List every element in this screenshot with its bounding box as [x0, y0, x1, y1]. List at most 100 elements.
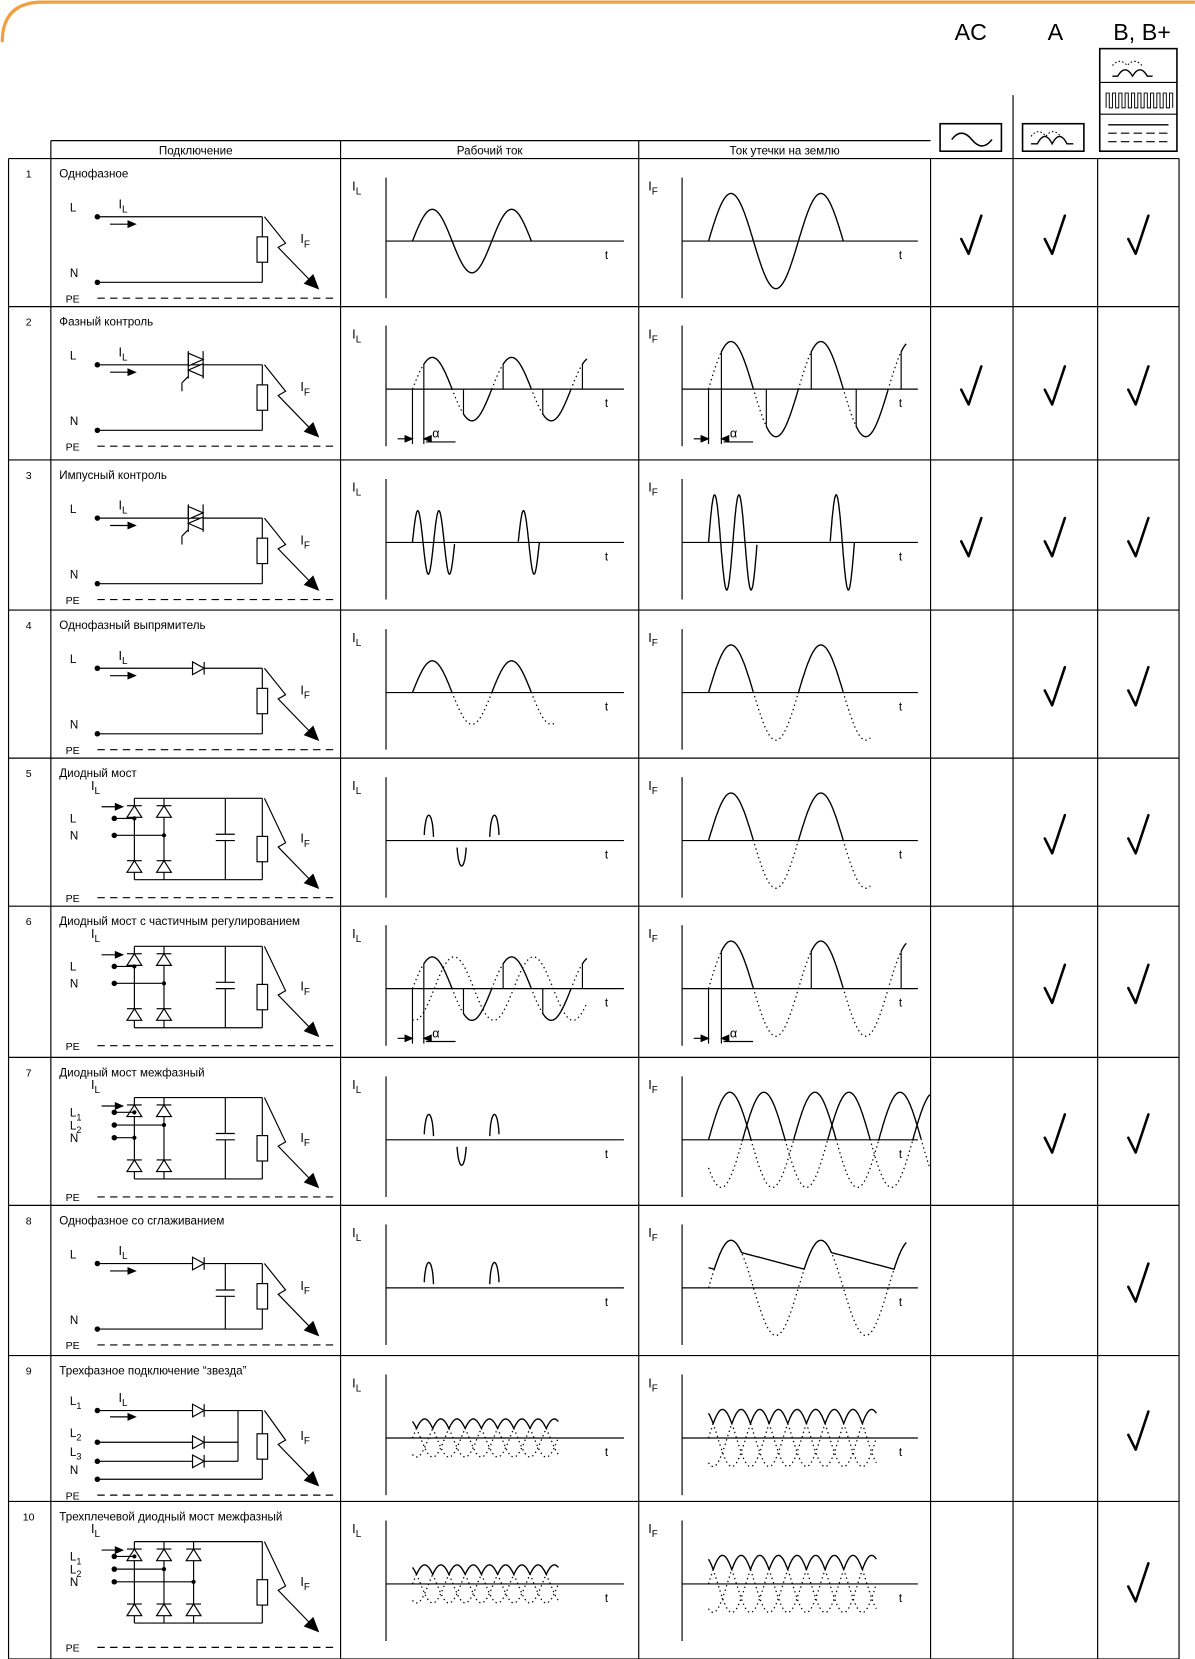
waveform-solid: [502, 356, 532, 389]
label-main: I: [352, 631, 356, 645]
label-sub: L: [356, 934, 362, 945]
label: IL: [91, 1078, 101, 1096]
terminal: [94, 731, 101, 737]
terminal: [94, 1458, 101, 1465]
label-main: L: [70, 1427, 77, 1440]
junction: [161, 1567, 167, 1572]
waveform-solid: [911, 1094, 931, 1141]
label-sub: F: [652, 1383, 658, 1394]
label: t: [605, 1592, 609, 1605]
label: IL: [119, 197, 129, 215]
label-sub: L: [122, 1251, 128, 1262]
label-sub: F: [304, 1286, 310, 1297]
waveform-solid: [805, 1554, 826, 1571]
waveform-solid: [829, 494, 856, 591]
waveform-solid: [462, 988, 493, 1022]
label: PE: [66, 1192, 80, 1204]
label: Фазный контроль: [59, 316, 153, 329]
diode: [125, 859, 143, 873]
waveform-solid: [877, 1091, 922, 1142]
waveform-solid: [787, 1554, 807, 1570]
waveform-solid: [513, 1564, 531, 1575]
label: t: [899, 397, 903, 410]
label: IL: [119, 499, 129, 517]
fault-path: [263, 364, 312, 430]
label: IF: [300, 684, 310, 702]
junction: [132, 1110, 137, 1115]
label-sub: L: [356, 786, 362, 797]
label: 2: [26, 317, 32, 329]
diode: [155, 804, 173, 818]
label: α: [730, 1026, 737, 1040]
junction: [132, 1554, 137, 1559]
waveform-dotted: [491, 364, 504, 390]
label-main: I: [300, 1131, 304, 1145]
waveform-solid: [581, 358, 588, 365]
label: Диодный мост межфазный: [59, 1066, 204, 1079]
label-main: I: [300, 832, 304, 846]
label-main: I: [648, 779, 652, 793]
label-sub: 3: [76, 1452, 81, 1462]
waveform-dotted: [707, 1569, 733, 1614]
label: IL: [352, 179, 362, 197]
label-sub: F: [652, 1085, 658, 1096]
label-sub: F: [304, 839, 310, 850]
label: 6: [26, 916, 32, 928]
waveform-dotted: [415, 1573, 450, 1604]
waveform-dotted: [920, 1138, 931, 1169]
waveform-solid: [411, 509, 456, 575]
terminal: [94, 1407, 101, 1414]
label: IF: [648, 1376, 658, 1394]
waveform-solid: [529, 1564, 547, 1576]
label-sub: F: [304, 1138, 310, 1149]
a-icon: [1021, 122, 1085, 152]
label-sub: F: [652, 1529, 658, 1540]
waveform-solid: [529, 1418, 547, 1430]
label: Диодный мост с частичным регулированием: [59, 915, 300, 928]
label-sub: L: [122, 506, 128, 517]
arrow-head: [127, 368, 137, 377]
waveform-dotted: [451, 388, 464, 415]
fault-arrow: [303, 1470, 320, 1487]
waveform-solid: [489, 814, 500, 837]
label-main: L: [70, 1446, 77, 1459]
check: [1127, 813, 1150, 855]
label-main: I: [352, 927, 356, 941]
label-sub: F: [304, 541, 310, 552]
fault-path: [263, 798, 312, 882]
label: IL: [91, 1522, 101, 1540]
waveform-solid: [720, 940, 754, 989]
label: IF: [300, 380, 310, 398]
label: 8: [26, 1215, 32, 1227]
waveform-solid: [768, 1554, 789, 1571]
waveform-solid: [489, 1113, 500, 1137]
waveform-dotted: [805, 1422, 845, 1468]
label-sub: 2: [76, 1569, 81, 1579]
waveform-dotted: [887, 351, 902, 391]
label: N: [70, 267, 78, 280]
waveform-solid: [900, 942, 907, 952]
label: Трехплечевой диодный мост межфазный: [59, 1510, 282, 1523]
waveform-solid: [464, 1564, 482, 1576]
waveform-solid: [490, 660, 532, 694]
label-main: L: [70, 1551, 77, 1564]
label: N: [70, 1132, 78, 1145]
type-icons: [939, 47, 1178, 159]
label: Однофазное со сглаживанием: [59, 1214, 224, 1227]
label-sub: L: [356, 1085, 362, 1096]
waveform-dotted: [431, 1427, 466, 1458]
resistor: [256, 384, 269, 411]
waveform-solid: [456, 847, 467, 867]
label: PE: [66, 293, 80, 305]
waveform-dotted: [707, 1423, 733, 1468]
diode: [185, 1602, 203, 1617]
label-main: I: [648, 481, 652, 495]
waveform-solid: [810, 340, 844, 389]
fault-path: [263, 1541, 312, 1625]
fault-path: [263, 216, 312, 282]
label: L: [70, 350, 77, 363]
label-main: I: [300, 980, 304, 994]
label-main: I: [300, 534, 304, 548]
label: IF: [648, 631, 658, 649]
label-sub: 1: [76, 1556, 81, 1566]
